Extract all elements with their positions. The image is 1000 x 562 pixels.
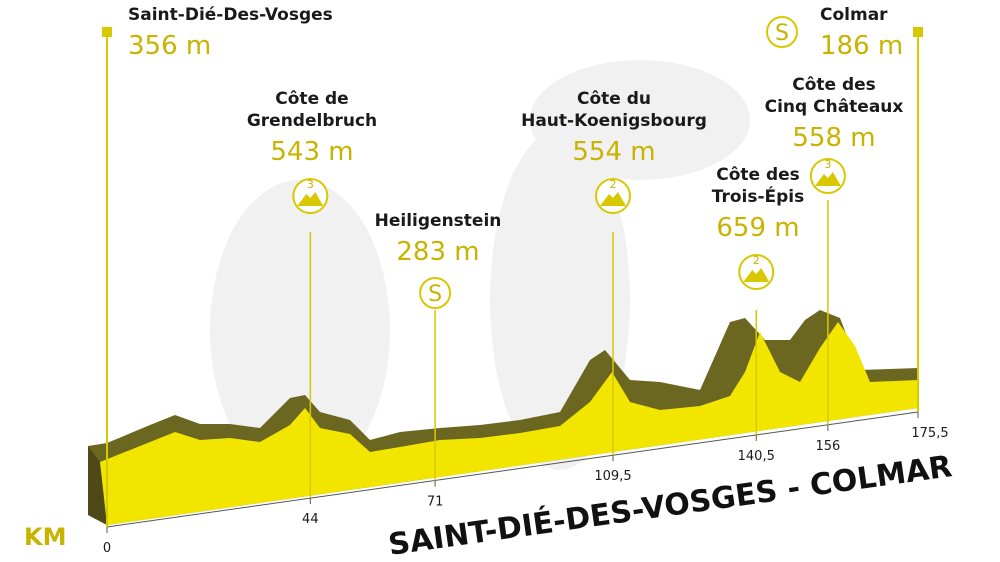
sprint-icon [766, 16, 798, 48]
km-label: 0 [103, 541, 111, 556]
place-name: Cinq Châteaux [765, 97, 904, 117]
climb-category: 2 [610, 178, 617, 191]
km-label: 156 [815, 439, 840, 454]
altitude: 543 m [270, 137, 353, 167]
marker-flag [102, 27, 112, 37]
km-label: 140,5 [738, 449, 775, 464]
climb-mountain [297, 192, 324, 206]
place-name: Côte du [577, 89, 651, 109]
km-label: 71 [427, 494, 444, 509]
place-name: Côte des [792, 75, 876, 95]
climb-category: 3 [824, 158, 831, 171]
x-axis [106, 411, 919, 528]
place-name: Côte des [716, 165, 800, 185]
place-name: Saint-Dié-Des-Vosges [128, 5, 333, 25]
altitude: 356 m [128, 31, 211, 61]
profile [100, 322, 918, 525]
profile-edge [88, 446, 107, 525]
altitude: 554 m [572, 137, 655, 167]
km-label: 109,5 [594, 469, 631, 484]
climb-mountain [743, 268, 770, 282]
km-label: 44 [302, 512, 319, 527]
climb-mountain [814, 172, 841, 186]
place-name: Côte de [275, 89, 348, 109]
altitude: 659 m [716, 213, 799, 243]
km-label: 175,5 [911, 426, 948, 441]
place-name: Colmar [820, 5, 888, 25]
axis-label: KM [24, 523, 66, 551]
sprint-letter: S [428, 282, 442, 307]
climb-mountain [600, 192, 627, 206]
sprint-icon [419, 277, 452, 309]
place-name: Trois-Épis [712, 185, 805, 207]
place-name: Heiligenstein [375, 211, 502, 231]
sprint-letter: S [775, 21, 789, 46]
altitude: 283 m [396, 237, 479, 267]
place-name: Haut-Koenigsbourg [521, 111, 707, 131]
marker-flag [913, 27, 923, 37]
climb-category: 3 [307, 178, 314, 191]
altitude: 186 m [820, 31, 903, 61]
altitude: 558 m [792, 123, 875, 153]
place-name: Grendelbruch [247, 111, 377, 131]
climb-category: 2 [753, 254, 760, 267]
